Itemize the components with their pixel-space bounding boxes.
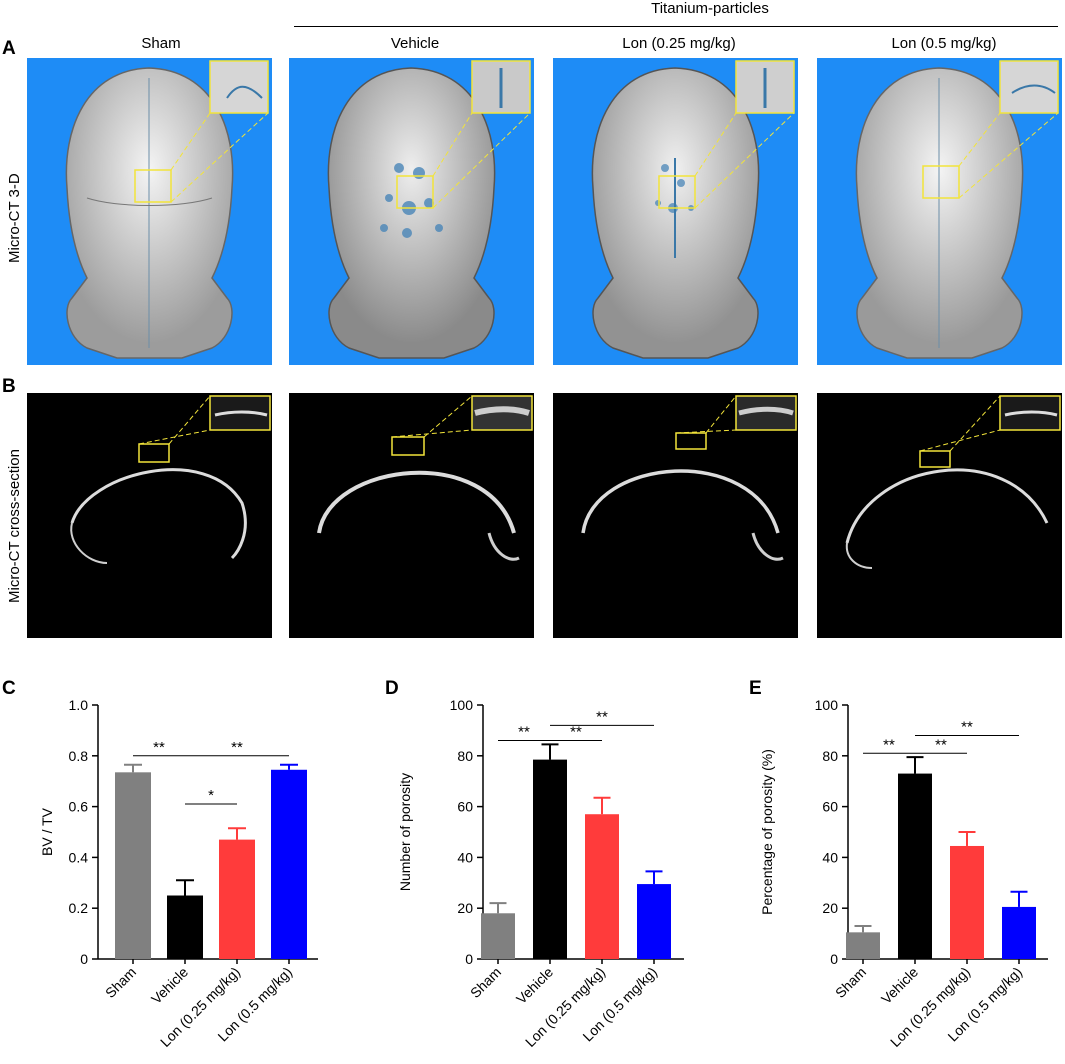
- panel-letter-a: A: [2, 38, 16, 59]
- cross-section-image-vehicle: [289, 393, 534, 638]
- y-tick-label: 0.4: [69, 849, 89, 865]
- bar-3: [637, 884, 671, 959]
- y-tick-label: 100: [450, 697, 474, 713]
- y-tick-label: 0: [80, 951, 88, 967]
- significance-label: **: [596, 708, 608, 725]
- panel-letter-c: C: [2, 678, 16, 699]
- cross-section-image-lon-05: [817, 393, 1062, 638]
- column-label-vehicle: Vehicle: [390, 35, 440, 52]
- y-tick-label: 0: [465, 951, 473, 967]
- ct3d-image-lon-05: [817, 58, 1062, 365]
- chart-e: 0 20 40 60 80 100 Percentage of porosity (%) Sh…: [759, 697, 1048, 1050]
- bar-2: [950, 845, 984, 959]
- ct3d-image-lon-025: [553, 58, 798, 365]
- y-axis-label: Number of porosity: [397, 773, 413, 891]
- significance-label: **: [961, 718, 973, 735]
- y-tick-label: 0.2: [69, 900, 89, 916]
- group-label: Titanium-particles: [651, 0, 769, 17]
- bar-1: [898, 773, 932, 959]
- y-tick-label: 80: [457, 748, 473, 764]
- panel-letter-b: B: [2, 376, 16, 397]
- x-tick-label: Vehicle: [878, 964, 921, 1007]
- x-tick-label: Sham: [467, 964, 504, 1001]
- significance-label: **: [935, 736, 947, 753]
- bar-1: [533, 759, 567, 959]
- x-tick-label: Sham: [102, 964, 139, 1001]
- y-tick-label: 40: [822, 849, 838, 865]
- row-label-3d: Micro-CT 3-D: [6, 173, 23, 263]
- bar-0: [115, 772, 151, 959]
- bar-3: [271, 769, 307, 959]
- bar-2: [219, 839, 255, 959]
- significance-label: **: [153, 739, 165, 756]
- cross-section-image-sham: [27, 393, 272, 638]
- panel-letter-e: E: [749, 678, 762, 699]
- y-tick-label: 100: [815, 697, 839, 713]
- ct3d-image-sham: [27, 58, 272, 365]
- y-tick-label: 0.6: [69, 799, 89, 815]
- column-label-lon-05: Lon (0.5 mg/kg): [891, 35, 997, 52]
- y-tick-label: 40: [457, 849, 473, 865]
- bar-2: [585, 814, 619, 959]
- y-tick-label: 0.8: [69, 748, 89, 764]
- column-label-lon-025: Lon (0.25 mg/kg): [622, 35, 736, 52]
- bar-0: [846, 932, 880, 959]
- panel-letter-d: D: [385, 678, 399, 699]
- column-label-sham: Sham: [141, 35, 181, 52]
- y-axis-label: Percentage of porosity (%): [759, 749, 775, 915]
- row-label-cross-section: Micro-CT cross-section: [6, 449, 23, 603]
- bar-1: [167, 895, 203, 959]
- y-tick-label: 20: [457, 900, 473, 916]
- cross-section-image-lon-025: [553, 393, 798, 638]
- bar-3: [1002, 906, 1036, 959]
- ct3d-image-vehicle: [289, 58, 534, 365]
- y-tick-label: 1.0: [69, 697, 89, 713]
- chart-d: 0 20 40 60 80 100 Number of porosity Sham Vehicl…: [397, 697, 684, 1050]
- significance-label: **: [883, 736, 895, 753]
- x-tick-label: Vehicle: [513, 964, 556, 1007]
- y-tick-label: 0: [830, 951, 838, 967]
- significance-label: **: [518, 724, 530, 741]
- significance-label: **: [570, 724, 582, 741]
- y-tick-label: 20: [822, 900, 838, 916]
- y-axis-label: BV / TV: [39, 807, 55, 856]
- y-tick-label: 60: [457, 799, 473, 815]
- y-tick-label: 60: [822, 799, 838, 815]
- significance-label: **: [231, 739, 243, 756]
- significance-label: *: [208, 787, 214, 804]
- bar-0: [481, 913, 515, 959]
- x-tick-label: Sham: [832, 964, 869, 1001]
- y-tick-label: 80: [822, 748, 838, 764]
- x-tick-label: Vehicle: [148, 964, 191, 1007]
- group-line: [294, 26, 1058, 27]
